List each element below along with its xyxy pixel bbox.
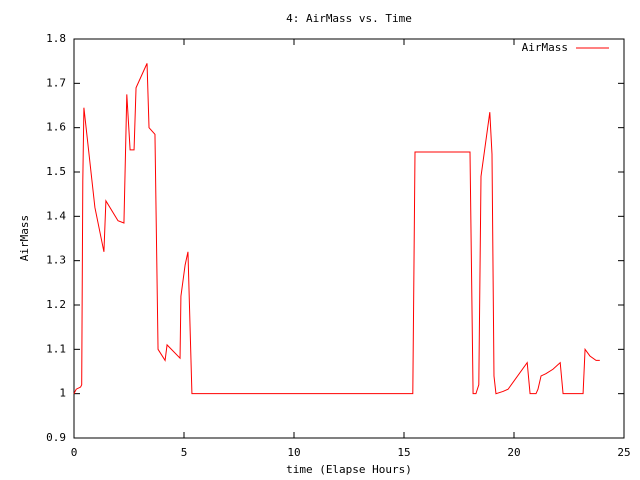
y-tick-label: 1.8	[46, 32, 66, 45]
y-tick-label: 1.3	[46, 254, 66, 267]
y-tick-label: 1.2	[46, 298, 66, 311]
x-tick-label: 20	[507, 446, 520, 459]
y-axis-label: AirMass	[18, 215, 31, 261]
legend-label: AirMass	[522, 41, 568, 54]
x-tick-label: 5	[181, 446, 188, 459]
data-line	[73, 63, 600, 395]
x-axis-label: time (Elapse Hours)	[286, 463, 412, 476]
x-tick-label: 0	[71, 446, 78, 459]
plot-border	[73, 38, 625, 439]
y-tick-label: 1.4	[46, 209, 66, 222]
y-tick-label: 1.1	[46, 342, 66, 355]
x-tick-label: 25	[617, 446, 630, 459]
x-tick-label: 10	[287, 446, 300, 459]
y-tick-label: 0.9	[46, 431, 66, 444]
y-tick-label: 1.5	[46, 165, 66, 178]
y-tick-label: 1.7	[46, 76, 66, 89]
y-tick-label: 1.6	[46, 121, 66, 134]
chart-title: 4: AirMass vs. Time	[286, 12, 412, 25]
x-tick-label: 15	[397, 446, 410, 459]
y-tick-label: 1	[59, 387, 66, 400]
